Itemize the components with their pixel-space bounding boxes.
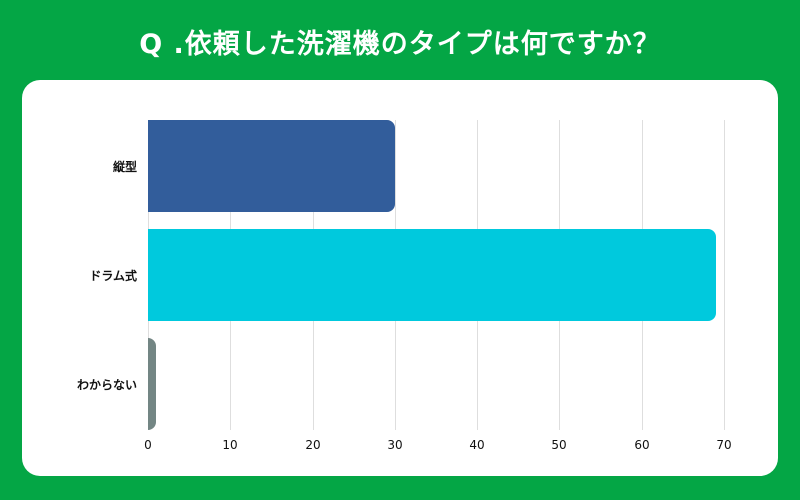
category-label: 縦型 (112, 160, 137, 174)
x-tick: 10 (222, 438, 238, 452)
bar-drum-type (148, 229, 716, 321)
x-tick: 50 (551, 438, 567, 452)
bar-vertical-type (148, 120, 395, 212)
x-tick: 40 (469, 438, 485, 452)
chart-title: Q .依頼した洗濯機のタイプは何ですか？ (139, 29, 661, 60)
bar-unknown (148, 338, 157, 430)
category-label: ドラム式 (89, 269, 137, 283)
x-tick: 70 (716, 438, 732, 452)
category-label: わからない (76, 378, 137, 392)
x-tick: 60 (634, 438, 650, 452)
x-tick: 20 (305, 438, 321, 452)
x-tick: 0 (144, 438, 152, 452)
gridline (724, 120, 725, 430)
x-tick: 30 (387, 438, 403, 452)
plot-area (148, 120, 725, 430)
